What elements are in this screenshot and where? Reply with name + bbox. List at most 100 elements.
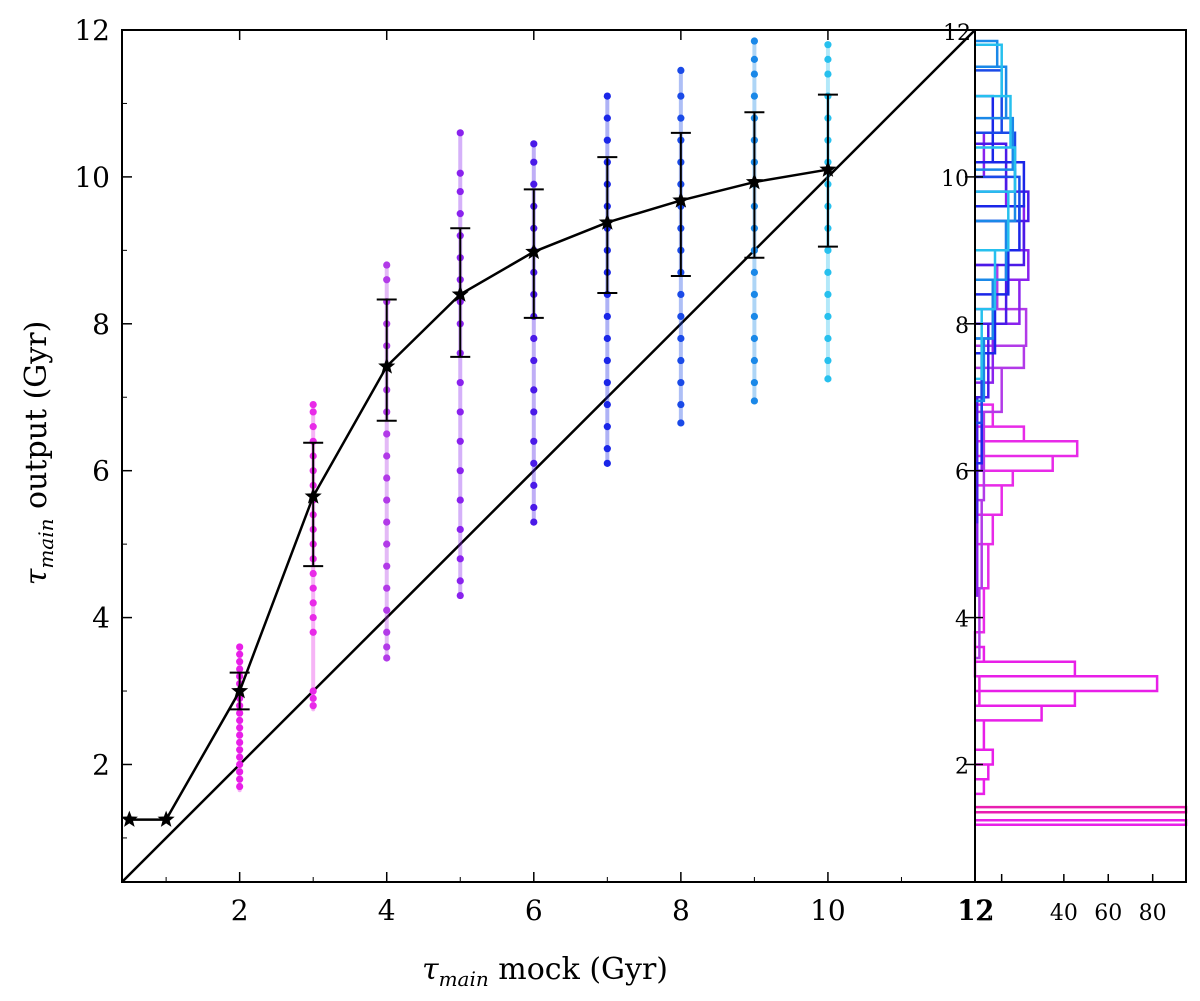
x-axis-label-symbol: τ	[422, 952, 439, 987]
histogram-step-mock-0.5-gyr	[975, 805, 1188, 814]
scatter-point	[677, 66, 685, 74]
scatter-point	[383, 430, 391, 438]
scatter-point	[309, 687, 317, 695]
scatter-point	[530, 334, 538, 343]
hist-y-tick-label: 10	[941, 167, 969, 192]
scatter-point	[309, 584, 317, 592]
scatter-point	[603, 334, 611, 343]
scatter-point	[236, 724, 244, 732]
scatter-point	[456, 187, 464, 196]
scatter-point	[530, 503, 538, 512]
scatter-point	[236, 716, 244, 725]
scatter-point	[603, 459, 611, 467]
scatter-point	[824, 70, 832, 78]
scatter-point	[383, 540, 391, 548]
scatter-point	[530, 386, 538, 394]
identity-line-group	[121, 29, 976, 883]
scatter-point	[530, 158, 538, 166]
scatter-point	[750, 312, 758, 321]
scatter-point	[677, 334, 685, 343]
hist-y-tick-label: 2	[955, 754, 969, 779]
scatter-point	[383, 261, 391, 269]
median-star-marker	[819, 160, 837, 177]
hist-y-tick-label: 8	[955, 314, 969, 339]
scatter-point	[603, 423, 611, 431]
histogram-ticks-group	[975, 29, 1154, 882]
scatter-point	[530, 180, 538, 188]
y-axis-label-subscript: main	[34, 518, 58, 568]
hist-y-tick-label: 12	[943, 21, 971, 46]
scatter-series-5	[456, 129, 464, 600]
scatter-point	[309, 628, 317, 636]
hist-x-tick-label: 40	[1050, 901, 1078, 926]
scatter-point	[530, 408, 538, 416]
median-star-marker	[120, 810, 138, 827]
scatter-point	[383, 276, 391, 284]
scatter-point	[677, 419, 685, 427]
hist-x-tick-label: 12	[959, 894, 995, 927]
hist-y-tick-label: 4	[955, 608, 969, 633]
scatter-point	[603, 312, 611, 321]
scatter-point	[530, 437, 538, 445]
scatter-point	[236, 753, 244, 761]
scatter-point	[236, 738, 244, 747]
histogram-panel: 12 40 60 80 2 4 6 8 10 12	[941, 21, 1188, 927]
scatter-point	[530, 518, 538, 526]
scatter-point	[383, 496, 391, 504]
x-tick-label: 12	[957, 894, 993, 927]
scatter-point	[603, 92, 611, 100]
hist-y-tick-label: 6	[955, 461, 969, 486]
scatter-point	[456, 467, 464, 475]
histogram-tick-labels-group: 12 40 60 80 2 4 6 8 10 12	[941, 21, 1167, 927]
scatter-point	[456, 378, 464, 387]
scatter-point	[456, 437, 464, 445]
scatter-point	[530, 459, 538, 467]
median-star-marker	[672, 191, 690, 208]
scatter-point	[603, 136, 611, 144]
scatter-point	[383, 654, 391, 662]
scatter-point	[750, 334, 758, 343]
scatter-point	[383, 643, 391, 651]
scatter-point	[677, 290, 685, 299]
scatter-point	[456, 577, 464, 585]
scatter-point	[456, 408, 464, 416]
x-tick-label: 6	[525, 894, 543, 927]
histogram-frame	[974, 29, 1187, 883]
median-star-marker	[378, 357, 396, 374]
scatter-point	[750, 55, 758, 63]
main-tick-labels-group: 2 4 6 8 10 12 2 4 6 8 10 12	[74, 14, 992, 927]
scatter-point	[236, 782, 244, 791]
scatter-point	[309, 599, 317, 607]
x-tick-label: 8	[672, 894, 690, 927]
scatter-point	[824, 356, 832, 365]
scatter-point	[750, 378, 758, 387]
scatter-point	[236, 731, 244, 739]
scatter-point	[530, 140, 538, 148]
scatter-point	[309, 423, 317, 431]
scatter-point	[383, 452, 391, 460]
scatter-point	[603, 114, 611, 122]
histogram-step-mock-1-gyr	[975, 819, 1188, 826]
scatter-point	[824, 375, 832, 383]
scatter-point	[603, 445, 611, 453]
identity-line	[121, 29, 976, 883]
x-tick-label: 4	[378, 894, 396, 927]
y-tick-label: 6	[92, 455, 110, 488]
main-plot: 2 4 6 8 10 12 2 4 6 8 10 12	[74, 14, 992, 927]
scatter-point	[824, 268, 832, 276]
histogram-step-mock-3-gyr	[973, 403, 1079, 707]
scatter-point	[824, 312, 832, 321]
x-tick-label: 2	[231, 894, 249, 927]
scatter-point	[383, 474, 391, 482]
scatter-point	[677, 378, 685, 387]
scatter-point	[750, 92, 758, 100]
y-tick-label: 4	[92, 602, 110, 635]
scatter-point	[383, 606, 391, 614]
median-star-marker	[745, 173, 763, 190]
scatter-point	[236, 650, 244, 658]
scatter-point	[383, 562, 391, 570]
scatter-point	[677, 400, 685, 409]
scatter-point	[309, 408, 317, 416]
scatter-point	[456, 555, 464, 563]
scatter-point	[236, 709, 244, 717]
